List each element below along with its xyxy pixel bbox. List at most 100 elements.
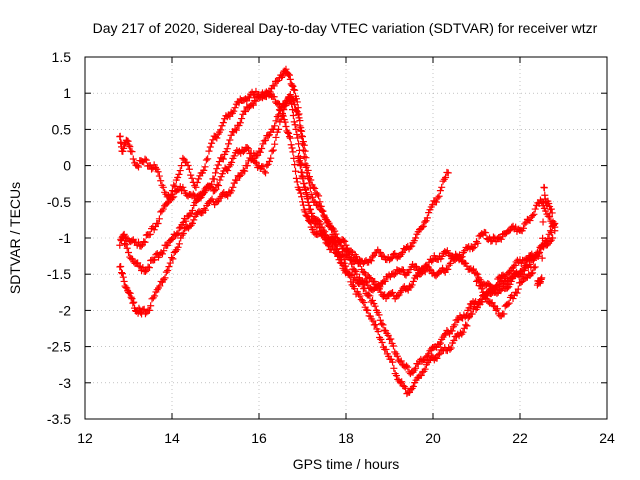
track-2-point [474,239,482,247]
track-4-point [243,144,251,152]
track-5-point [348,270,356,278]
track-2-point [212,169,219,177]
track-2-point [155,215,163,223]
track-4-point [286,91,294,99]
track-4-point [144,263,152,271]
track-2-point [232,126,240,134]
track-5-point [334,252,342,260]
track-5-point [299,175,307,183]
track-1-point [369,253,377,261]
track-4-point [260,167,268,175]
track-2-point [542,207,550,215]
track-2-point [300,141,308,149]
track-1-point [170,181,178,189]
track-4-point [134,259,142,267]
track-6-point [513,289,521,297]
track-4-point [404,363,412,371]
track-4-point [168,235,176,243]
track-2-point [291,86,299,94]
track-1-point [179,154,187,162]
track-1-point [406,243,414,251]
track-1-point [120,144,128,152]
track-1-point [442,174,450,182]
track-4-point [122,241,130,249]
track-5-point [335,256,343,264]
track-5-point [488,285,496,293]
track-5-point [519,266,527,274]
track-2-point [163,199,171,207]
track-4-point [217,173,225,181]
track-4-point [186,211,194,219]
track-2-point [150,226,158,234]
track-2-point [444,265,452,273]
track-3-point [436,350,444,358]
track-1-point [155,172,163,180]
track-1-point [231,104,239,112]
track-4-point [230,152,238,160]
track-4-point [164,241,172,249]
track-1-point [217,126,225,134]
track-2-point [120,230,128,238]
track-4-point [331,227,339,235]
track-4-point [436,339,444,347]
track-1-point [436,187,444,195]
track-3-point [369,317,377,325]
track-4-point [371,302,379,310]
track-5-point [338,259,346,267]
track-2-point [270,82,278,90]
track-4-point [125,248,132,256]
track-6-point [514,285,522,293]
track-1-point [184,161,192,169]
track-2-point [399,266,407,274]
track-3-point [166,259,174,267]
track-4-point [295,114,303,122]
track-5-point [321,231,329,239]
track-5-point [424,263,432,271]
track-7-point [539,218,547,226]
track-5-point [529,256,537,264]
track-3-point [164,267,172,275]
track-5-point [522,261,530,269]
track-3-point [126,289,134,297]
track-2-point [140,238,148,246]
track-2-point [213,165,221,173]
track-3-point [293,130,301,138]
track-4-point [247,149,255,157]
track-1-point [285,129,293,137]
track-1-point [174,174,182,182]
track-1-point [434,194,442,202]
track-7-point [539,234,547,242]
track-4-point [268,147,276,155]
track-4-point [291,101,299,109]
track-4-point [119,234,127,242]
track-3-point [272,117,280,125]
x-tick-label: 12 [77,430,93,446]
track-4-point [251,158,259,166]
y-tick-label: -2.5 [47,339,71,355]
track-5-point [473,270,481,278]
track-4-point [272,133,280,141]
track-4-point [369,296,377,304]
track-3-point [198,209,206,217]
track-4-point [376,316,384,324]
track-2-point [231,125,239,133]
track-2-point [356,260,364,268]
track-4-point [315,202,323,210]
track-5-point [503,284,511,292]
track-4-point [121,240,129,248]
track-4-point [211,187,219,195]
track-4-point [378,320,386,328]
track-2-point [360,269,368,277]
track-4-point [135,262,143,270]
track-4-point [440,331,448,339]
track-6-point [517,279,525,287]
y-tick-label: -2 [59,302,72,318]
track-1-point [218,122,226,130]
track-3-point [168,254,176,262]
track-3-point [264,132,272,140]
track-3-point [256,148,264,156]
track-2-point [223,145,231,153]
track-7-point [538,254,546,262]
track-4-point [310,197,318,205]
track-5-point [306,206,314,214]
